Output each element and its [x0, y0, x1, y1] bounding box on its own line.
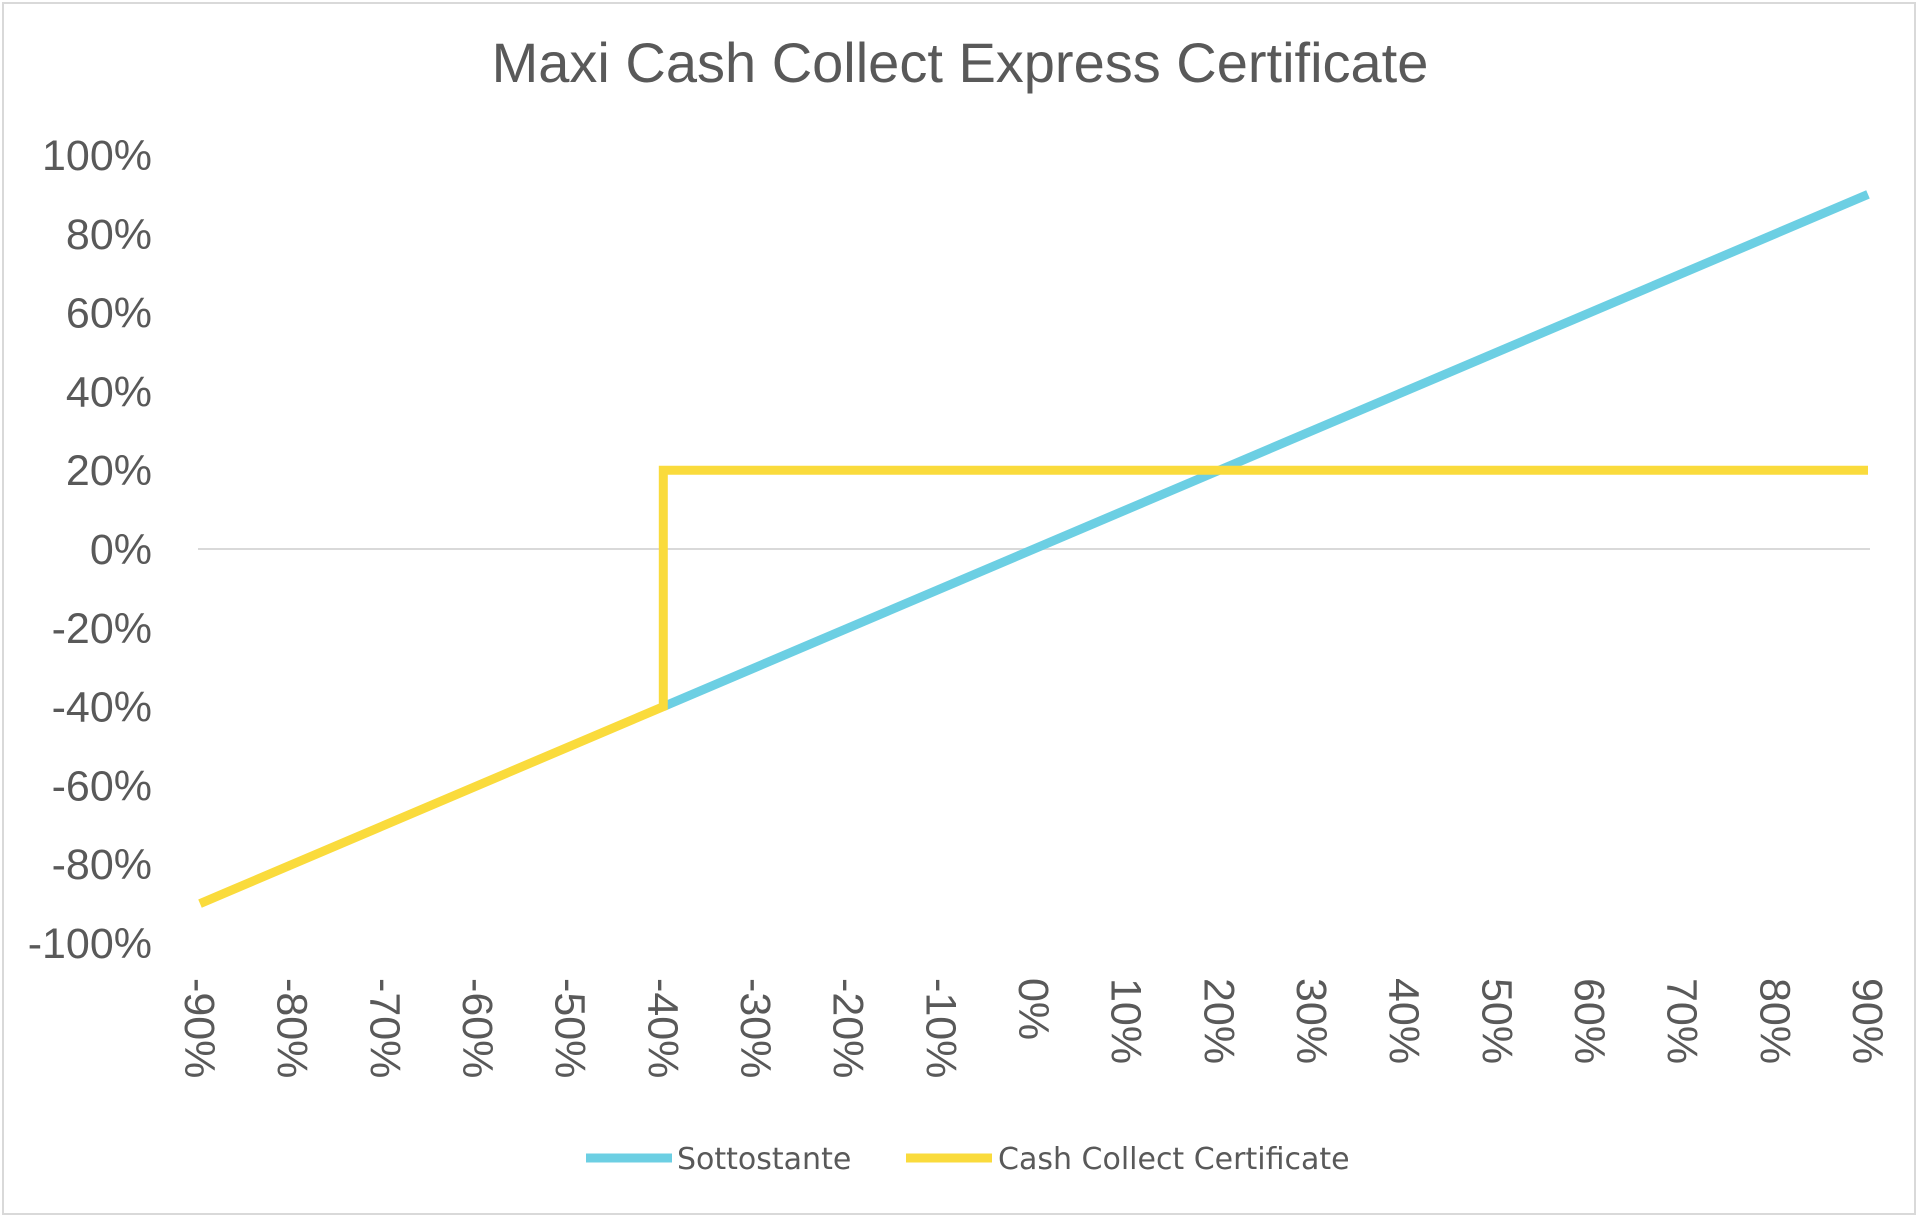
chart-title: Maxi Cash Collect Express Certificate	[492, 31, 1429, 94]
x-tick-label: -50%	[546, 978, 594, 1078]
series-line-1	[661, 190, 1870, 711]
y-tick-label: -40%	[52, 684, 152, 732]
x-tick-label: 20%	[1194, 978, 1242, 1064]
legend-label: Sottostante	[677, 1142, 851, 1177]
series-layer	[198, 190, 1870, 908]
y-tick-label: 20%	[66, 447, 152, 495]
y-tick-label: 80%	[66, 211, 152, 259]
y-tick-label: -20%	[52, 605, 152, 653]
x-tick-label: 40%	[1380, 978, 1428, 1064]
y-tick-label: -60%	[52, 762, 152, 810]
x-tick-label: 80%	[1750, 978, 1798, 1064]
y-tick-label: 100%	[42, 132, 152, 180]
y-tick-label: -80%	[52, 841, 152, 889]
x-tick-label: 10%	[1102, 978, 1150, 1064]
x-tick-label: -90%	[175, 978, 223, 1078]
y-tick-label: 0%	[90, 526, 152, 574]
x-tick-label: -40%	[638, 978, 686, 1078]
y-tick-label: -100%	[28, 920, 152, 968]
x-tick-label: -30%	[731, 978, 779, 1078]
x-tick-label: 60%	[1565, 978, 1613, 1064]
x-tick-label: -20%	[824, 978, 872, 1078]
x-tick-label: 30%	[1287, 978, 1335, 1064]
y-tick-label: 40%	[66, 368, 152, 416]
x-tick-label: 90%	[1843, 978, 1891, 1064]
x-tick-label: 50%	[1472, 978, 1520, 1064]
x-tick-label: -70%	[360, 978, 408, 1078]
x-tick-label: -10%	[916, 978, 964, 1078]
x-tick-label: 0%	[1009, 978, 1057, 1040]
y-axis-ticks: 100% 80% 60% 40% 20% 0% -20% -40% -60% -80% -100%	[28, 132, 152, 968]
x-tick-label: -60%	[453, 978, 501, 1078]
x-axis-ticks: -90% -80% -70% -60% -50% -40% -30% -20% -10% 0% 10…	[175, 978, 1891, 1078]
legend: Sottostante Cash Collect Certificate	[586, 1142, 1350, 1177]
series-line-2	[198, 465, 1868, 908]
y-tick-label: 60%	[66, 290, 152, 338]
x-tick-label: 70%	[1658, 978, 1706, 1064]
x-tick-label: -80%	[268, 978, 316, 1078]
legend-label: Cash Collect Certificate	[998, 1142, 1350, 1177]
